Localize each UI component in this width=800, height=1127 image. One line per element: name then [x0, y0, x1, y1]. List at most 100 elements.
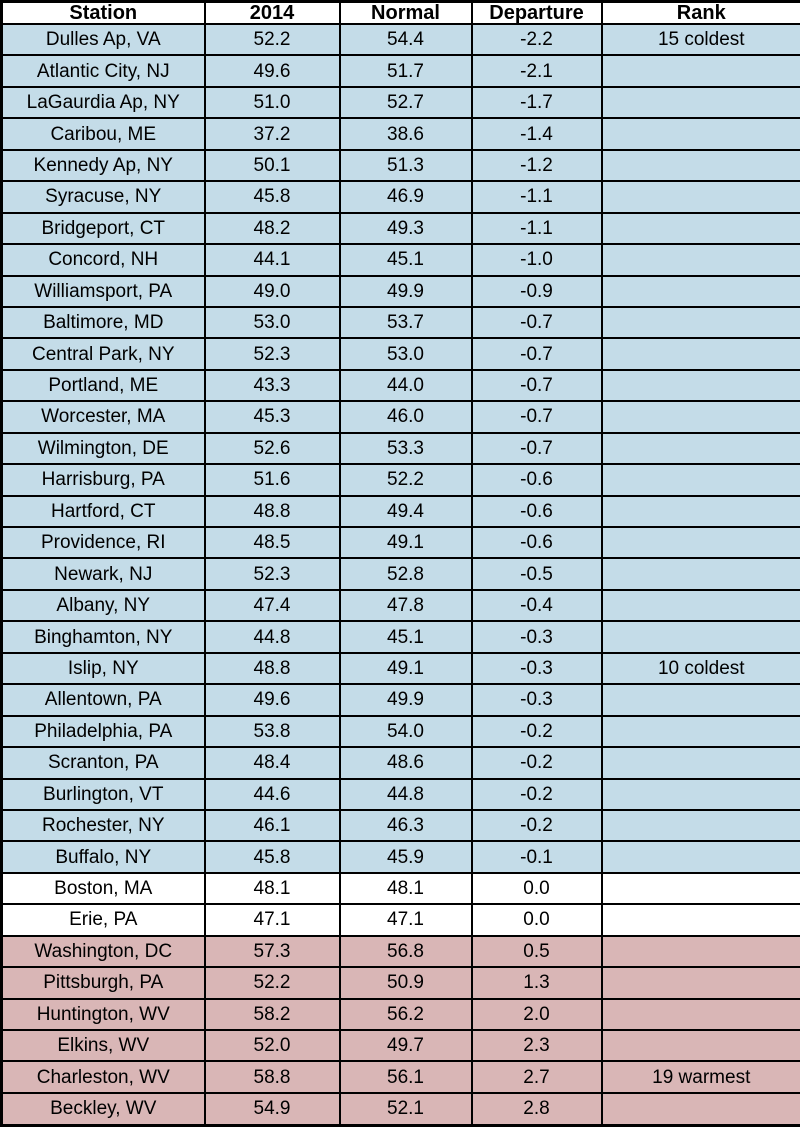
- station-cell: Williamsport, PA: [0, 274, 206, 308]
- normal-cell: 45.1: [338, 620, 473, 654]
- table-row: Atlantic City, NJ 49.6 51.7 -2.1: [0, 54, 800, 88]
- normal-cell: 47.1: [338, 903, 473, 937]
- normal-cell: 52.1: [338, 1091, 473, 1127]
- value-2014-cell: 47.4: [203, 588, 341, 623]
- table-row: Buffalo, NY 45.8 45.9 -0.1: [0, 840, 800, 874]
- station-cell: Central Park, NY: [0, 337, 206, 371]
- value-2014-cell: 52.2: [203, 22, 341, 57]
- rank-cell: [600, 903, 800, 937]
- value-2014-cell: 58.2: [203, 997, 341, 1032]
- departure-cell: -1.7: [470, 85, 603, 120]
- value-2014-cell: 52.0: [203, 1028, 341, 1063]
- rank-cell: [600, 934, 800, 969]
- column-header-2014: 2014: [203, 0, 341, 25]
- table-row: Scranton, PA 48.4 48.6 -0.2: [0, 746, 800, 780]
- departure-cell: -0.6: [470, 463, 603, 497]
- station-cell: Huntington, WV: [0, 997, 206, 1032]
- value-2014-cell: 48.8: [203, 494, 341, 529]
- value-2014-cell: 49.6: [203, 683, 341, 717]
- departure-cell: -0.1: [470, 840, 603, 874]
- rank-cell: [600, 525, 800, 560]
- normal-cell: 46.0: [338, 400, 473, 434]
- value-2014-cell: 46.1: [203, 808, 341, 843]
- normal-cell: 51.3: [338, 148, 473, 183]
- normal-cell: 56.8: [338, 934, 473, 969]
- departure-cell: -0.9: [470, 274, 603, 308]
- table-row: Harrisburg, PA 51.6 52.2 -0.6: [0, 463, 800, 497]
- value-2014-cell: 52.3: [203, 557, 341, 591]
- departure-cell: -0.7: [470, 305, 603, 340]
- departure-cell: -0.2: [470, 746, 603, 780]
- rank-cell: [600, 305, 800, 340]
- rank-cell: [600, 494, 800, 529]
- column-header-rank: Rank: [600, 0, 800, 25]
- departure-cell: -1.4: [470, 117, 603, 151]
- station-cell: Harrisburg, PA: [0, 463, 206, 497]
- normal-cell: 52.7: [338, 85, 473, 120]
- normal-cell: 54.0: [338, 714, 473, 749]
- rank-cell: [600, 683, 800, 717]
- table-row: Worcester, MA 45.3 46.0 -0.7: [0, 400, 800, 434]
- departure-cell: 2.0: [470, 997, 603, 1032]
- table-row: Portland, ME 43.3 44.0 -0.7: [0, 368, 800, 403]
- normal-cell: 51.7: [338, 54, 473, 88]
- table-row: Syracuse, NY 45.8 46.9 -1.1: [0, 180, 800, 214]
- station-cell: Allentown, PA: [0, 683, 206, 717]
- rank-cell: [600, 54, 800, 88]
- departure-cell: -0.7: [470, 368, 603, 403]
- station-cell: Albany, NY: [0, 588, 206, 623]
- station-cell: Bridgeport, CT: [0, 211, 206, 246]
- rank-cell: [600, 180, 800, 214]
- rank-cell: [600, 997, 800, 1032]
- rank-cell: [600, 85, 800, 120]
- departure-cell: -1.1: [470, 211, 603, 246]
- column-header-station: Station: [0, 0, 206, 25]
- value-2014-cell: 45.8: [203, 840, 341, 874]
- column-header-normal: Normal: [338, 0, 473, 25]
- departure-cell: -1.0: [470, 243, 603, 277]
- value-2014-cell: 44.8: [203, 620, 341, 654]
- rank-cell: [600, 400, 800, 434]
- station-cell: Rochester, NY: [0, 808, 206, 843]
- value-2014-cell: 45.8: [203, 180, 341, 214]
- table-row: Wilmington, DE 52.6 53.3 -0.7: [0, 431, 800, 466]
- normal-cell: 45.9: [338, 840, 473, 874]
- value-2014-cell: 52.3: [203, 337, 341, 371]
- station-cell: Binghamton, NY: [0, 620, 206, 654]
- value-2014-cell: 51.0: [203, 85, 341, 120]
- departure-cell: -0.7: [470, 337, 603, 371]
- value-2014-cell: 49.6: [203, 54, 341, 88]
- rank-cell: 15 coldest: [600, 22, 800, 57]
- value-2014-cell: 57.3: [203, 934, 341, 969]
- rank-cell: [600, 431, 800, 466]
- table-row: Concord, NH 44.1 45.1 -1.0: [0, 243, 800, 277]
- table-row: Dulles Ap, VA 52.2 54.4 -2.2 15 coldest: [0, 22, 800, 57]
- value-2014-cell: 44.6: [203, 777, 341, 811]
- normal-cell: 53.3: [338, 431, 473, 466]
- rank-cell: [600, 274, 800, 308]
- value-2014-cell: 47.1: [203, 903, 341, 937]
- value-2014-cell: 49.0: [203, 274, 341, 308]
- normal-cell: 56.2: [338, 997, 473, 1032]
- rank-cell: [600, 211, 800, 246]
- table-row: LaGaurdia Ap, NY 51.0 52.7 -1.7: [0, 85, 800, 120]
- value-2014-cell: 43.3: [203, 368, 341, 403]
- normal-cell: 49.1: [338, 525, 473, 560]
- table-row: Beckley, WV 54.9 52.1 2.8: [0, 1091, 800, 1127]
- normal-cell: 38.6: [338, 117, 473, 151]
- rank-cell: [600, 463, 800, 497]
- normal-cell: 49.9: [338, 274, 473, 308]
- departure-cell: -2.1: [470, 54, 603, 88]
- table-row: Huntington, WV 58.2 56.2 2.0: [0, 997, 800, 1032]
- normal-cell: 53.0: [338, 337, 473, 371]
- value-2014-cell: 51.6: [203, 463, 341, 497]
- table-row: Hartford, CT 48.8 49.4 -0.6: [0, 494, 800, 529]
- normal-cell: 46.3: [338, 808, 473, 843]
- table-row: Allentown, PA 49.6 49.9 -0.3: [0, 683, 800, 717]
- station-cell: Scranton, PA: [0, 746, 206, 780]
- value-2014-cell: 53.8: [203, 714, 341, 749]
- normal-cell: 53.7: [338, 305, 473, 340]
- station-cell: Portland, ME: [0, 368, 206, 403]
- departure-cell: -0.6: [470, 494, 603, 529]
